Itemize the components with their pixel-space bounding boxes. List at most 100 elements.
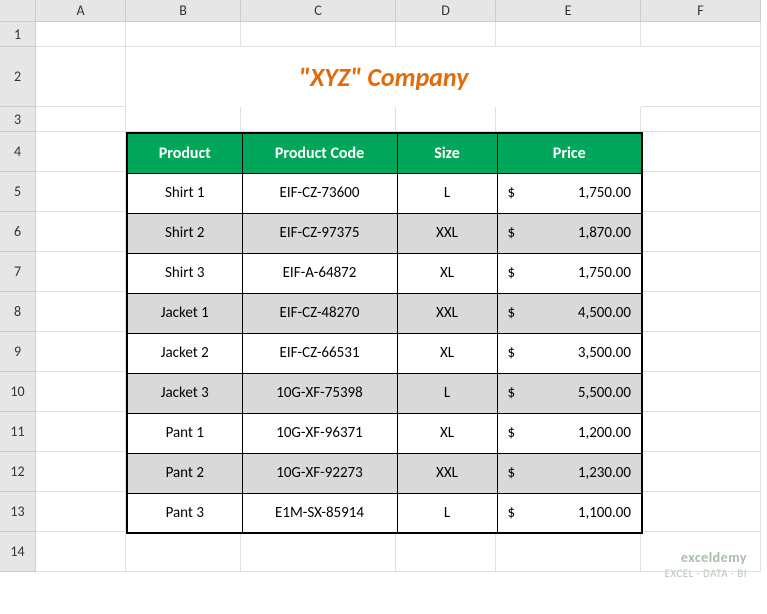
- cell-price[interactable]: $4,500.00: [497, 293, 642, 333]
- cell[interactable]: [126, 532, 241, 572]
- cell[interactable]: [641, 22, 761, 47]
- cell[interactable]: [396, 22, 496, 47]
- cell[interactable]: [36, 22, 126, 47]
- cell-size[interactable]: L: [397, 493, 497, 533]
- cell[interactable]: [641, 492, 761, 532]
- row-header[interactable]: 12: [0, 452, 36, 492]
- cell-product[interactable]: Jacket 2: [127, 333, 242, 373]
- cell[interactable]: [241, 532, 396, 572]
- cell-price[interactable]: $1,100.00: [497, 493, 642, 533]
- table-header-cell[interactable]: Price: [497, 133, 642, 173]
- cell[interactable]: [641, 47, 761, 107]
- row-header[interactable]: 5: [0, 172, 36, 212]
- column-header[interactable]: F: [641, 0, 761, 22]
- cell[interactable]: [36, 212, 126, 252]
- row-header[interactable]: 9: [0, 332, 36, 372]
- row-header[interactable]: 8: [0, 292, 36, 332]
- cell-product[interactable]: Shirt 2: [127, 213, 242, 253]
- cell[interactable]: [641, 412, 761, 452]
- cell-price[interactable]: $1,750.00: [497, 253, 642, 293]
- row-header[interactable]: 1: [0, 22, 36, 47]
- cell[interactable]: [36, 492, 126, 532]
- cell[interactable]: [641, 292, 761, 332]
- row-header[interactable]: 14: [0, 532, 36, 572]
- table-header-cell[interactable]: Product: [127, 133, 242, 173]
- cell-code[interactable]: E1M-SX-85914: [242, 493, 397, 533]
- cell-product[interactable]: Pant 2: [127, 453, 242, 493]
- cell[interactable]: [36, 132, 126, 172]
- cell-price[interactable]: $1,750.00: [497, 173, 642, 213]
- table-header-cell[interactable]: Product Code: [242, 133, 397, 173]
- cell[interactable]: [36, 332, 126, 372]
- cell-product[interactable]: Pant 3: [127, 493, 242, 533]
- cell-size[interactable]: XXL: [397, 293, 497, 333]
- cell[interactable]: [641, 172, 761, 212]
- cell[interactable]: [496, 532, 641, 572]
- cell-product[interactable]: Pant 1: [127, 413, 242, 453]
- cell-code[interactable]: EIF-CZ-66531: [242, 333, 397, 373]
- cell-code[interactable]: 10G-XF-96371: [242, 413, 397, 453]
- column-header[interactable]: A: [36, 0, 126, 22]
- column-header[interactable]: B: [126, 0, 241, 22]
- row-header[interactable]: 2: [0, 47, 36, 107]
- cell-code[interactable]: EIF-CZ-97375: [242, 213, 397, 253]
- cell[interactable]: [241, 107, 396, 132]
- cell[interactable]: [496, 22, 641, 47]
- cell[interactable]: [36, 452, 126, 492]
- row-header[interactable]: 11: [0, 412, 36, 452]
- cell[interactable]: [241, 22, 396, 47]
- cell-price[interactable]: $1,200.00: [497, 413, 642, 453]
- cell[interactable]: [641, 372, 761, 412]
- select-all-corner[interactable]: [0, 0, 36, 22]
- cell[interactable]: [641, 332, 761, 372]
- row-header[interactable]: 3: [0, 107, 36, 132]
- cell[interactable]: [396, 532, 496, 572]
- cell[interactable]: [641, 212, 761, 252]
- cell-code[interactable]: EIF-CZ-48270: [242, 293, 397, 333]
- cell-size[interactable]: XL: [397, 253, 497, 293]
- cell[interactable]: [36, 372, 126, 412]
- cell-price[interactable]: $5,500.00: [497, 373, 642, 413]
- cell[interactable]: [641, 107, 761, 132]
- cell-size[interactable]: L: [397, 373, 497, 413]
- table-header-cell[interactable]: Size: [397, 133, 497, 173]
- cell-size[interactable]: XL: [397, 413, 497, 453]
- cell-price[interactable]: $1,230.00: [497, 453, 642, 493]
- cell[interactable]: [126, 107, 241, 132]
- cell[interactable]: [396, 107, 496, 132]
- cell-product[interactable]: Shirt 3: [127, 253, 242, 293]
- cell-size[interactable]: XL: [397, 333, 497, 373]
- row-header[interactable]: 7: [0, 252, 36, 292]
- cell-code[interactable]: EIF-A-64872: [242, 253, 397, 293]
- cell-price[interactable]: $3,500.00: [497, 333, 642, 373]
- cell[interactable]: [36, 47, 126, 107]
- row-header[interactable]: 4: [0, 132, 36, 172]
- cell-code[interactable]: 10G-XF-92273: [242, 453, 397, 493]
- cell-product[interactable]: Jacket 3: [127, 373, 242, 413]
- cell-product[interactable]: Shirt 1: [127, 173, 242, 213]
- row-header[interactable]: 13: [0, 492, 36, 532]
- row-header[interactable]: 10: [0, 372, 36, 412]
- cell[interactable]: [36, 532, 126, 572]
- column-header[interactable]: C: [241, 0, 396, 22]
- column-header[interactable]: D: [396, 0, 496, 22]
- cell-code[interactable]: EIF-CZ-73600: [242, 173, 397, 213]
- cell-price[interactable]: $1,870.00: [497, 213, 642, 253]
- cell[interactable]: [36, 107, 126, 132]
- cell-size[interactable]: XXL: [397, 453, 497, 493]
- cell[interactable]: [36, 172, 126, 212]
- row-header[interactable]: 6: [0, 212, 36, 252]
- column-header[interactable]: E: [496, 0, 641, 22]
- cell[interactable]: [36, 252, 126, 292]
- cell[interactable]: [36, 292, 126, 332]
- cell-code[interactable]: 10G-XF-75398: [242, 373, 397, 413]
- cell[interactable]: [126, 22, 241, 47]
- cell-product[interactable]: Jacket 1: [127, 293, 242, 333]
- cell-size[interactable]: L: [397, 173, 497, 213]
- cell[interactable]: [641, 452, 761, 492]
- cell[interactable]: [36, 412, 126, 452]
- cell[interactable]: [496, 107, 641, 132]
- cell[interactable]: [641, 252, 761, 292]
- cell[interactable]: [641, 132, 761, 172]
- cell-size[interactable]: XXL: [397, 213, 497, 253]
